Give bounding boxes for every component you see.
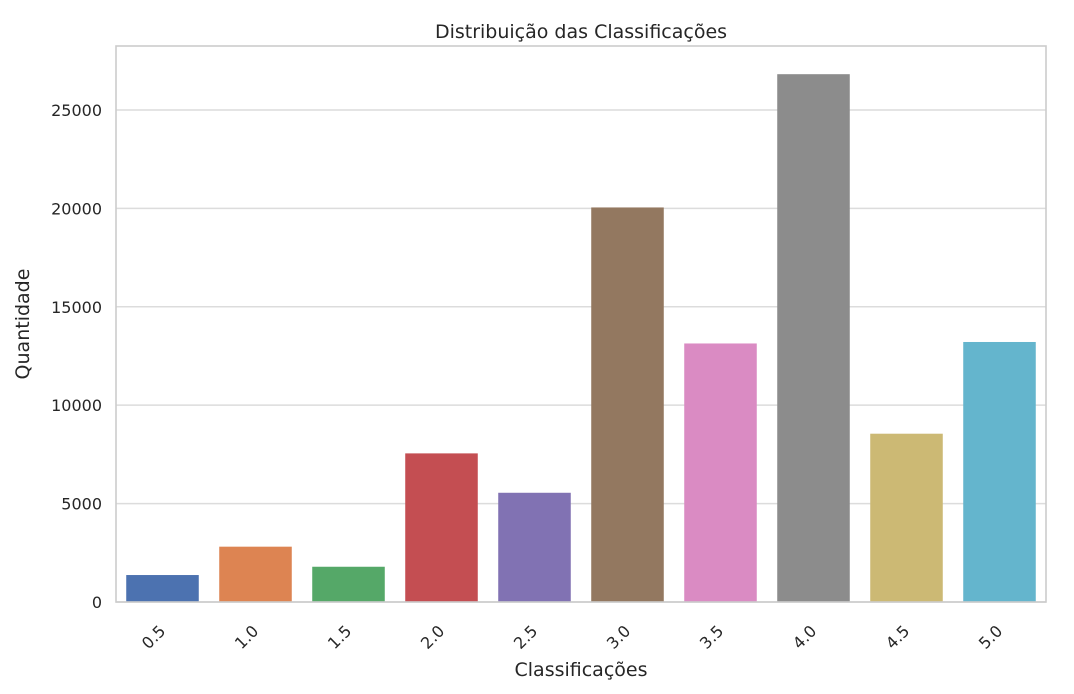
y-tick-label: 25000 xyxy=(51,101,102,120)
bar-2.5 xyxy=(498,492,571,602)
bar-1.5 xyxy=(312,566,385,602)
bars xyxy=(126,74,1036,603)
x-tick-label: 4.0 xyxy=(789,621,820,652)
y-tick-label: 20000 xyxy=(51,199,102,218)
y-tick-label: 0 xyxy=(92,593,102,612)
x-tick-labels: 0.5 1.0 1.5 2.0 2.5 3.0 3.5 4.0 4.5 5.0 xyxy=(138,621,1006,652)
x-tick-label: 2.5 xyxy=(510,621,541,652)
y-axis-label: Quantidade xyxy=(12,269,34,380)
x-tick-label: 3.5 xyxy=(696,621,727,652)
x-tick-label: 4.5 xyxy=(882,621,913,652)
bar-1.0 xyxy=(219,546,292,602)
x-tick-label: 5.0 xyxy=(975,621,1006,652)
y-tick-labels: 0 5000 10000 15000 20000 25000 xyxy=(51,101,102,612)
x-tick-label: 1.5 xyxy=(324,621,355,652)
x-tick-label: 2.0 xyxy=(417,621,448,652)
bar-0.5 xyxy=(126,575,199,602)
bar-4.0 xyxy=(777,74,850,603)
bar-5.0 xyxy=(963,341,1036,602)
bar-2.0 xyxy=(405,453,478,602)
bar-3.5 xyxy=(684,343,757,602)
bar-4.5 xyxy=(870,433,943,602)
chart-title: Distribuição das Classificações xyxy=(435,21,727,43)
x-tick-label: 3.0 xyxy=(603,621,634,652)
y-tick-label: 15000 xyxy=(51,298,102,317)
bar-3.0 xyxy=(591,207,664,602)
x-tick-label: 1.0 xyxy=(231,621,262,652)
y-tick-label: 5000 xyxy=(61,495,102,514)
x-tick-label: 0.5 xyxy=(138,621,169,652)
y-tick-label: 10000 xyxy=(51,396,102,415)
plot-frame xyxy=(115,45,1047,603)
x-axis-label: Classificações xyxy=(515,659,648,681)
